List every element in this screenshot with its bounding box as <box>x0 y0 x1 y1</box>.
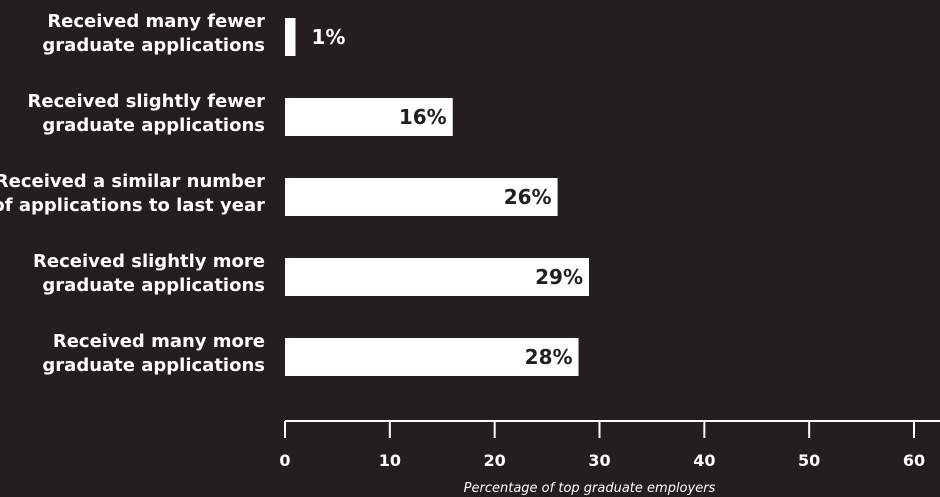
category-label-line: graduate applications <box>42 115 265 136</box>
x-axis: 0 10 20 30 40 50 60 <box>279 420 940 470</box>
x-axis-title: Percentage of top graduate employers <box>464 481 716 496</box>
category-label-line: Received many fewer <box>47 11 265 32</box>
bar <box>285 258 590 296</box>
category-label: Received slightly fewer graduate applicat… <box>28 91 266 136</box>
x-tick-label: 60 <box>903 451 925 470</box>
category-label-line: Received many more <box>53 331 265 352</box>
bars-layer: 1% 16% 26% 29% 28% <box>285 18 590 376</box>
x-tick-label: 30 <box>588 451 610 470</box>
value-label: 26% <box>504 185 552 209</box>
category-label-line: graduate applications <box>42 35 265 56</box>
category-label-line: Received slightly fewer <box>28 91 266 112</box>
category-label: Received many more graduate applications <box>42 331 265 376</box>
x-tick-label: 20 <box>484 451 506 470</box>
x-tick-label: 0 <box>279 451 290 470</box>
category-label-line: graduate applications <box>42 355 265 376</box>
category-label-line: graduate applications <box>42 275 265 296</box>
category-label: Received a similar number of applications… <box>0 171 265 216</box>
category-label-line: of applications to last year <box>0 195 265 216</box>
bar <box>285 98 453 136</box>
category-label: Received many fewer graduate applications <box>42 11 265 56</box>
category-label-line: Received slightly more <box>33 251 265 272</box>
bar <box>285 338 579 376</box>
x-tick-label: 40 <box>693 451 715 470</box>
category-label-line: Received a similar number <box>0 171 265 192</box>
x-tick-label: 50 <box>798 451 820 470</box>
value-label: 1% <box>311 25 345 49</box>
category-label: Received slightly more graduate applicati… <box>33 251 265 296</box>
x-tick-label: 10 <box>379 451 401 470</box>
value-label: 28% <box>525 345 573 369</box>
value-label: 16% <box>399 105 447 129</box>
category-labels: Received many fewer graduate applications… <box>0 11 265 376</box>
value-label: 29% <box>535 265 583 289</box>
bar <box>285 178 558 216</box>
bar <box>285 18 296 56</box>
